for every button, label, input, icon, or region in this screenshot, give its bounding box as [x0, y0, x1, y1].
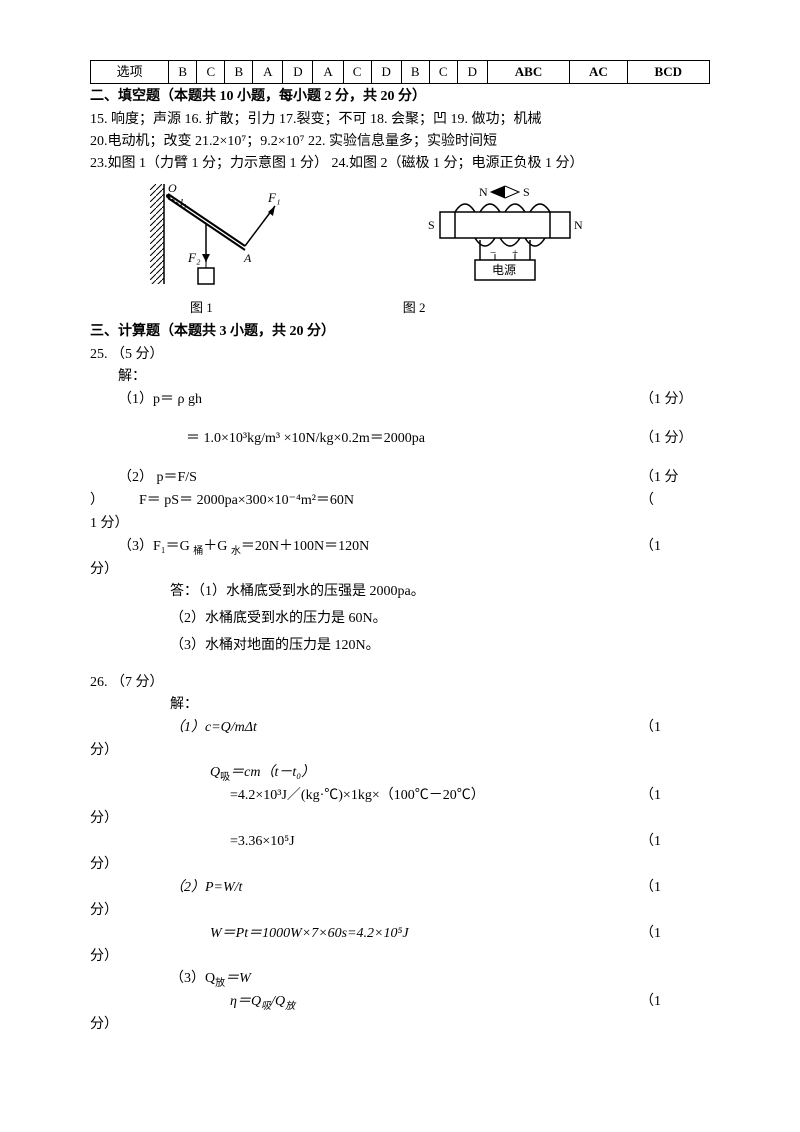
wrap: 分）: [90, 1014, 710, 1035]
score: （1: [640, 991, 710, 1012]
q26-l1: （1）c=Q/mΔt: [90, 717, 640, 738]
svg-text:A: A: [243, 251, 252, 265]
svg-text:+: +: [512, 247, 518, 259]
ans-cell: AC: [570, 61, 627, 84]
figure-2-icon: N S S N − + 电源: [420, 184, 590, 294]
fill-line: 23.如图 1（力臂 1 分；力示意图 1 分） 24.如图 2（磁极 1 分；…: [90, 153, 710, 174]
q26-l2: Q吸＝cm（t－t₀）: [90, 762, 710, 783]
q25-a1: 答：（1）水桶底受到水的压强是 2000pa。: [90, 581, 710, 602]
score: （1: [640, 923, 710, 944]
wrap: 分）: [90, 559, 710, 580]
svg-text:N: N: [479, 185, 488, 199]
ans-cell: D: [371, 61, 401, 84]
ans-cell: BCD: [627, 61, 709, 84]
fig2-label: 图 2: [403, 298, 426, 318]
q26-jie: 解：: [90, 694, 710, 715]
q25-head: 25. （5 分）: [90, 344, 710, 365]
q25-l5: （3）F₁＝G 桶＋G 水＝20N＋100N＝120N: [90, 536, 640, 557]
q25-l2: ＝ 1.0×10³kg/m³ ×10N/kg×0.2m＝2000pa: [90, 428, 640, 449]
q26-l7: （3）Q放＝W: [90, 968, 710, 989]
fill-line: 20.电动机；改变 21.2×10⁷；9.2×10⁷ 22. 实验信息量多；实验…: [90, 131, 710, 152]
svg-text:F₂: F₂: [187, 250, 201, 265]
ans-cell: C: [429, 61, 457, 84]
score: （1: [640, 536, 710, 557]
svg-text:N: N: [574, 218, 583, 232]
q26-l8: η＝Q吸/Q放: [90, 991, 640, 1012]
wrap: 分）: [90, 946, 710, 967]
q26-head: 26. （7 分）: [90, 672, 710, 693]
svg-text:S: S: [428, 218, 435, 232]
score: （: [640, 490, 710, 511]
score: （1: [640, 831, 710, 852]
section3-title: 三、计算题（本题共 3 小题，共 20 分）: [90, 321, 710, 342]
svg-text:电源: 电源: [492, 263, 516, 277]
score: （1: [640, 877, 710, 898]
q25-l3: （2） p＝F/S: [90, 467, 640, 488]
ans-cell: ABC: [487, 61, 569, 84]
q25-l1: （1）p＝ ρ gh: [90, 389, 640, 410]
ans-cell: B: [401, 61, 429, 84]
score: （1: [640, 785, 710, 806]
q25-a2: （2）水桶底受到水的压力是 60N。: [90, 608, 710, 629]
wrap: 1 分）: [90, 513, 710, 534]
score: （1: [640, 717, 710, 738]
wrap: 分）: [90, 808, 710, 829]
wrap: ） F＝ pS＝ 2000pa×300×10⁻⁴m²＝60N: [90, 490, 640, 511]
q26-l3: =4.2×10³J／(kg·℃)×1kg×（100℃－20℃）: [90, 785, 640, 806]
figures-row: O A F₁ l₁ F₂ N S S N: [150, 184, 710, 294]
ans-cell: D: [283, 61, 313, 84]
wrap: 分）: [90, 740, 710, 761]
wrap: 分）: [90, 854, 710, 875]
ans-cell: A: [253, 61, 283, 84]
ans-cell: D: [457, 61, 487, 84]
answer-header: 选项: [91, 61, 169, 84]
ans-cell: C: [197, 61, 225, 84]
svg-text:S: S: [523, 185, 530, 199]
wrap: 分）: [90, 900, 710, 921]
score: （1 分）: [640, 389, 710, 410]
q26-l5: （2）P=W/t: [90, 877, 640, 898]
svg-text:F₁: F₁: [267, 190, 280, 205]
ans-cell: A: [313, 61, 343, 84]
score: （1 分: [640, 467, 710, 488]
fill-line: 15. 响度；声源 16. 扩散；引力 17.裂变；不可 18. 会聚；凹 19…: [90, 109, 710, 130]
q25-a3: （3）水桶对地面的压力是 120N。: [90, 635, 710, 656]
section2-title: 二、填空题（本题共 10 小题，每小题 2 分，共 20 分）: [90, 86, 710, 107]
answer-table: 选项 B C B A D A C D B C D ABC AC BCD: [90, 60, 710, 84]
ans-cell: B: [225, 61, 253, 84]
ans-cell: B: [169, 61, 197, 84]
q25-jie: 解：: [90, 366, 710, 387]
fig1-label: 图 1: [190, 298, 213, 318]
svg-text:O: O: [168, 184, 177, 195]
figure-1-icon: O A F₁ l₁ F₂: [150, 184, 300, 294]
ans-cell: C: [343, 61, 371, 84]
q26-l4: =3.36×10⁵J: [90, 831, 640, 852]
svg-text:l₁: l₁: [180, 197, 187, 209]
q26-l6: W＝Pt＝1000W×7×60s=4.2×10⁵J: [90, 923, 640, 944]
score: （1 分）: [640, 428, 710, 449]
svg-text:−: −: [490, 247, 496, 259]
